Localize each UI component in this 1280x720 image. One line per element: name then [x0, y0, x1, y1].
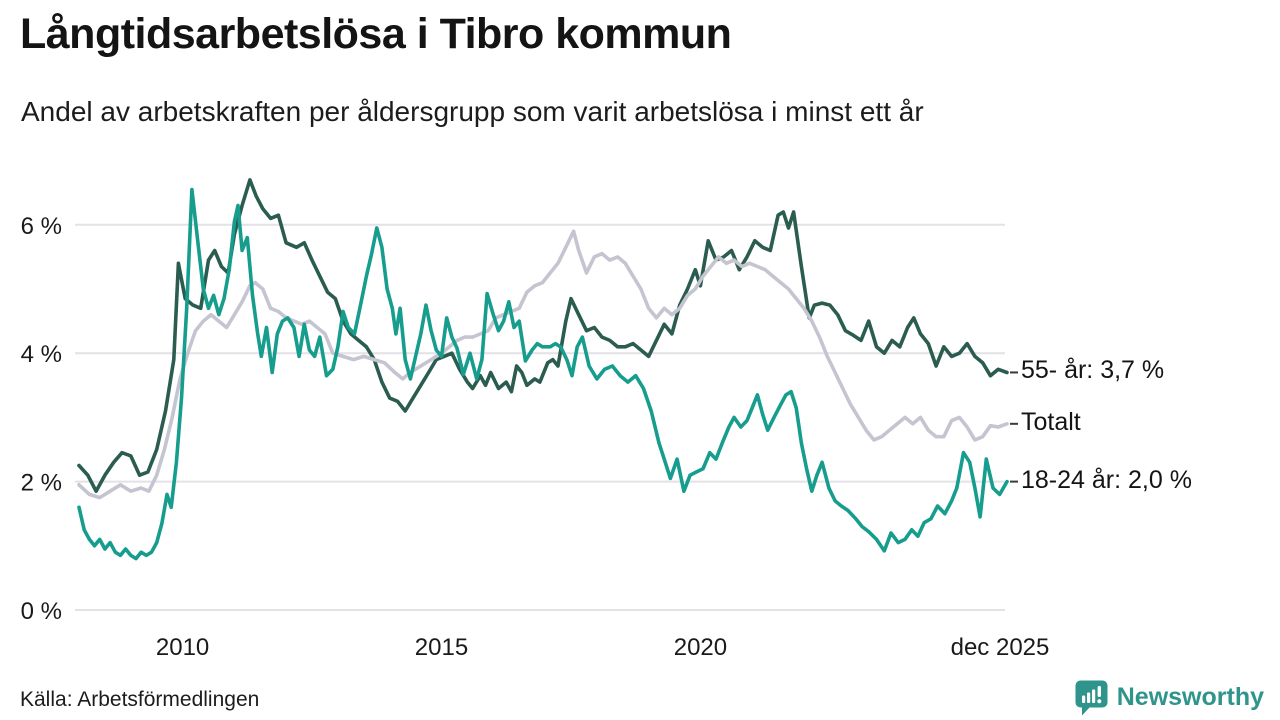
- series-line-18-24-r: [77, 187, 1009, 561]
- x-tick-label: 2010: [156, 634, 209, 661]
- y-tick-label: 2 %: [21, 470, 62, 497]
- newsworthy-wordmark: Newsworthy: [1116, 682, 1264, 711]
- series-line-Totalt: [77, 229, 1009, 500]
- source-note: Källa: Arbetsförmedlingen: [20, 688, 260, 711]
- page-title: Långtidsarbetslösa i Tibro kommun: [20, 10, 732, 58]
- y-tick-label: 4 %: [21, 341, 62, 368]
- series-label-total: Totalt: [1021, 407, 1081, 436]
- page-subtitle: Andel av arbetskraften per åldersgrupp s…: [21, 96, 924, 127]
- newsworthy-logo-icon: [1073, 678, 1110, 716]
- y-tick-label: 6 %: [21, 213, 62, 240]
- series-label-55: 55- år: 3,7 %: [1021, 356, 1165, 385]
- x-tick-label: dec 2025: [951, 634, 1050, 661]
- unemployment-line-chart: 0 % 2 % 4 % 6 % 2010 2015 2020 dec 2025: [21, 178, 1050, 661]
- newsworthy-brand-link[interactable]: Newsworthy: [1073, 678, 1264, 716]
- x-tick-label: 2015: [415, 634, 468, 661]
- series-label-18-24: 18-24 år: 2,0 %: [1021, 465, 1192, 494]
- y-tick-label: 0 %: [21, 598, 62, 625]
- series-line-55-r: [77, 178, 1009, 494]
- x-tick-label: 2020: [674, 634, 727, 661]
